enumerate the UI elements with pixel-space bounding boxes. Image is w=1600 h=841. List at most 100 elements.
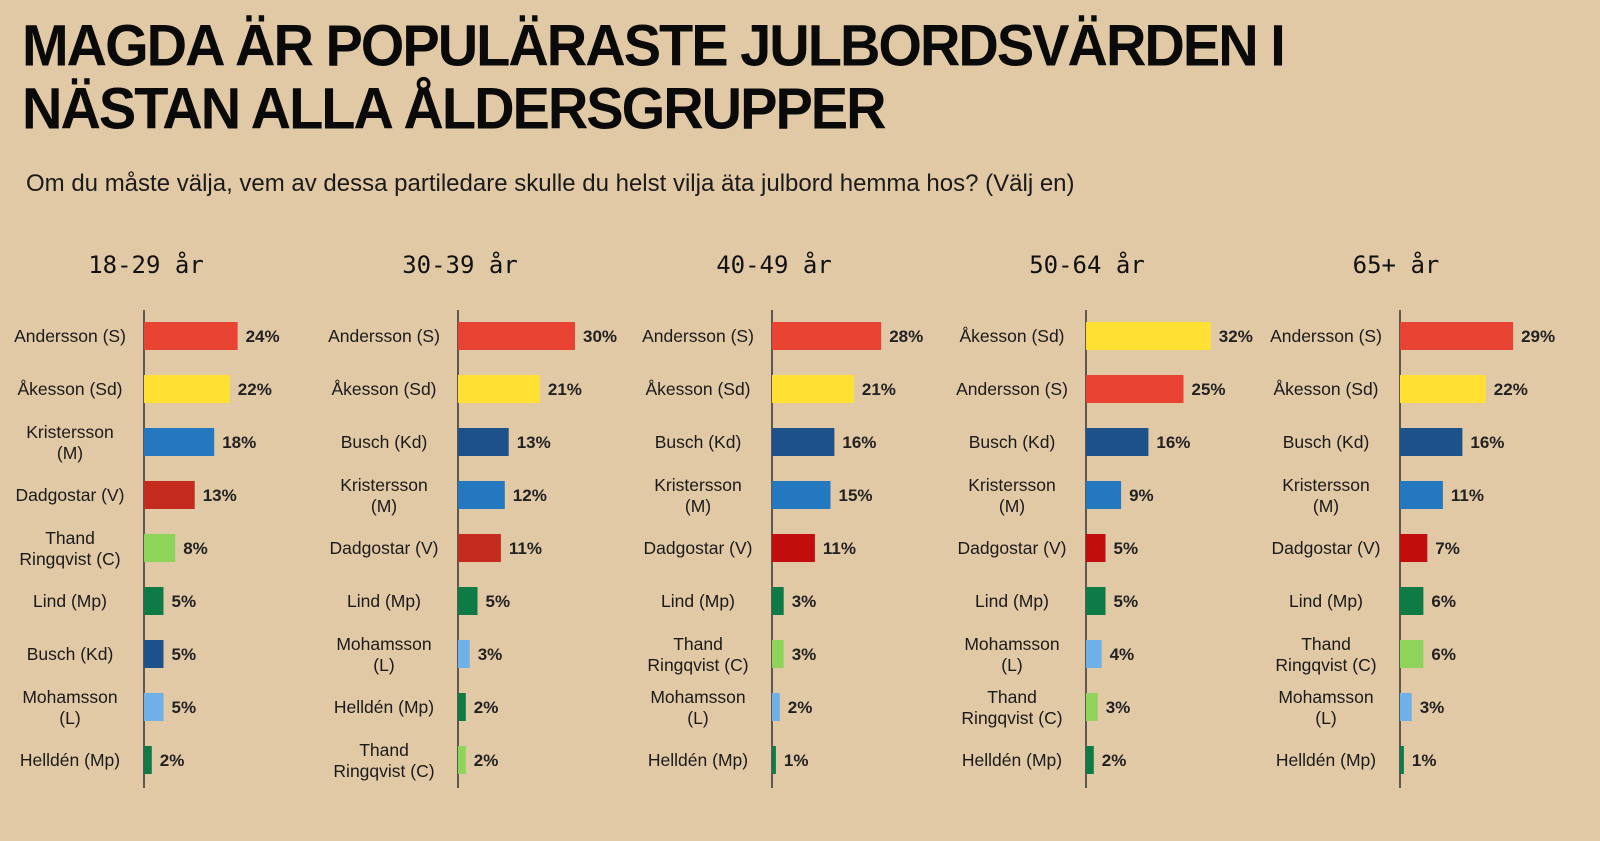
- value-label: 30%: [583, 327, 617, 346]
- value-label: 3%: [1420, 698, 1445, 717]
- value-label: 3%: [792, 592, 817, 611]
- category-label: Kristersson (M): [1282, 475, 1370, 516]
- bar-busch-kd: [1086, 428, 1149, 456]
- bar-dadgostar-v: [458, 534, 501, 562]
- value-label: 11%: [1451, 486, 1484, 505]
- category-label: Thand Ringqvist (C): [19, 528, 120, 569]
- bar-hellden-mp: [1400, 746, 1404, 774]
- chart-title: MAGDA ÄR POPULÄRASTE JULBORDSVÄRDEN I NÄ…: [22, 11, 1286, 142]
- category-label: Åkesson (Sd): [645, 379, 750, 399]
- age-group-title: 40-49 år: [716, 250, 832, 279]
- value-label: 3%: [1106, 698, 1131, 717]
- value-label: 13%: [517, 433, 551, 452]
- category-label: Lind (Mp): [1289, 591, 1363, 611]
- category-label-line: Kristersson: [968, 475, 1056, 495]
- category-label: Helldén (Mp): [648, 750, 748, 770]
- bar-hellden-mp: [144, 746, 152, 774]
- value-label: 32%: [1219, 327, 1253, 346]
- bar-akesson-sd: [458, 375, 540, 403]
- bar-andersson-s: [772, 322, 882, 350]
- category-label: Andersson (S): [1270, 326, 1382, 346]
- category-label: Lind (Mp): [661, 591, 735, 611]
- bar-dadgostar-v: [144, 481, 195, 509]
- value-label: 8%: [183, 539, 208, 558]
- bar-mohamsson-l: [772, 693, 780, 721]
- bar-mohamsson-l: [1086, 640, 1102, 668]
- category-label: Åkesson (Sd): [17, 379, 122, 399]
- category-label: Busch (Kd): [655, 432, 742, 452]
- category-label: Mohamsson (L): [336, 634, 431, 675]
- category-label-line: (L): [1001, 655, 1022, 675]
- value-label: 25%: [1192, 380, 1226, 399]
- value-label: 15%: [839, 486, 873, 505]
- bar-thand-ringqvist-c: [772, 640, 784, 668]
- age-group-title: 50-64 år: [1029, 250, 1145, 279]
- value-label: 5%: [172, 592, 197, 611]
- value-label: 5%: [486, 592, 511, 611]
- value-label: 7%: [1435, 539, 1460, 558]
- bar-andersson-s: [1400, 322, 1514, 350]
- category-label: Andersson (S): [642, 326, 754, 346]
- category-label-line: (M): [57, 443, 83, 463]
- category-label: Andersson (S): [14, 326, 126, 346]
- value-label: 3%: [478, 645, 503, 664]
- category-label-line: Ringqvist (C): [19, 549, 120, 569]
- category-label-line: (M): [371, 496, 397, 516]
- category-label: Helldén (Mp): [962, 750, 1062, 770]
- category-label: Busch (Kd): [27, 644, 114, 664]
- value-label: 1%: [1412, 751, 1437, 770]
- value-label: 2%: [160, 751, 185, 770]
- category-label: Dadgostar (V): [16, 485, 125, 505]
- value-label: 22%: [1494, 380, 1528, 399]
- category-label-line: Mohamsson: [22, 687, 117, 707]
- bar-thand-ringqvist-c: [1086, 693, 1098, 721]
- category-label: Helldén (Mp): [20, 750, 120, 770]
- bar-andersson-s: [144, 322, 238, 350]
- chart-panel-40-49-ar: 40-49 år 28% Andersson (S) 21% Åkesson (Sd) 1…: [642, 250, 923, 788]
- value-label: 2%: [474, 751, 499, 770]
- value-label: 11%: [823, 539, 856, 558]
- value-label: 28%: [889, 327, 923, 346]
- category-label-line: Thand: [45, 528, 95, 548]
- value-label: 3%: [792, 645, 817, 664]
- category-label: Dadgostar (V): [644, 538, 753, 558]
- category-label-line: Mohamsson: [650, 687, 745, 707]
- bar-kristersson-m: [458, 481, 505, 509]
- bar-akesson-sd: [1400, 375, 1486, 403]
- category-label: Kristersson (M): [26, 422, 114, 463]
- bar-kristersson-m: [144, 428, 215, 456]
- value-label: 29%: [1521, 327, 1555, 346]
- value-label: 5%: [1114, 592, 1139, 611]
- category-label: Helldén (Mp): [1276, 750, 1376, 770]
- category-label: Åkesson (Sd): [959, 326, 1064, 346]
- category-label: Dadgostar (V): [958, 538, 1067, 558]
- age-group-title: 18-29 år: [88, 250, 204, 279]
- category-label-line: Mohamsson: [964, 634, 1059, 654]
- bar-busch-kd: [144, 640, 164, 668]
- bar-dadgostar-v: [1086, 534, 1106, 562]
- bar-busch-kd: [458, 428, 509, 456]
- category-label-line: Kristersson: [654, 475, 742, 495]
- category-label-line: Ringqvist (C): [333, 761, 434, 781]
- category-label: Kristersson (M): [968, 475, 1056, 516]
- value-label: 24%: [246, 327, 280, 346]
- bar-lind-mp: [458, 587, 478, 615]
- category-label-line: Mohamsson: [1278, 687, 1373, 707]
- category-label: Dadgostar (V): [1272, 538, 1381, 558]
- category-label-line: Thand: [673, 634, 723, 654]
- category-label: Thand Ringqvist (C): [961, 687, 1062, 728]
- bar-hellden-mp: [1086, 746, 1094, 774]
- value-label: 11%: [509, 539, 542, 558]
- category-label-line: (L): [1315, 708, 1336, 728]
- category-label: Åkesson (Sd): [331, 379, 436, 399]
- bar-busch-kd: [772, 428, 835, 456]
- category-label: Kristersson (M): [654, 475, 742, 516]
- category-label: Andersson (S): [956, 379, 1068, 399]
- value-label: 9%: [1129, 486, 1154, 505]
- value-label: 4%: [1110, 645, 1135, 664]
- age-group-title: 65+ år: [1353, 250, 1440, 279]
- category-label-line: Mohamsson: [336, 634, 431, 654]
- category-label: Busch (Kd): [341, 432, 428, 452]
- value-label: 12%: [513, 486, 547, 505]
